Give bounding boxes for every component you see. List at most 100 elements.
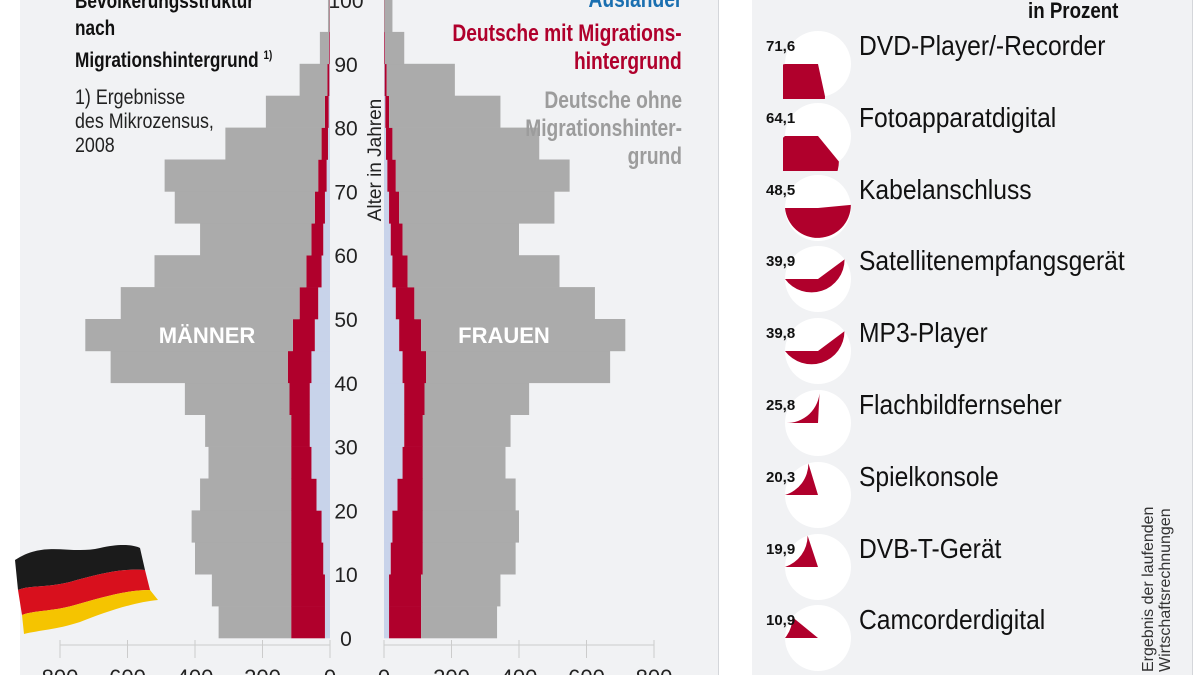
legend-line: hintergrund	[574, 48, 682, 75]
women-bar-2-age-0	[421, 606, 498, 639]
women-bar-2-age-95	[384, 0, 393, 33]
men-bar-0-age-5	[324, 574, 330, 607]
men-bar-1-age-90	[328, 31, 330, 65]
men-bar-2-age-40	[110, 350, 288, 384]
legend-mit-migrationshintergrund: Deutsche mit Migrations- hintergrund	[453, 20, 682, 76]
men-bar-0-age-80	[328, 95, 330, 128]
men-bar-1-age-70	[318, 159, 327, 192]
x-tick-label: 600	[568, 665, 605, 675]
pie-item-name: Kabelanschluss	[859, 173, 1032, 205]
source-note: Ergebnis der laufenden Wirtschaftsrechnu…	[1140, 507, 1174, 672]
age-tick-label: 40	[334, 373, 357, 396]
women-bar-1-age-60	[390, 223, 403, 256]
women-bar-0-age-70	[384, 159, 388, 192]
men-bar-0-age-30	[309, 414, 330, 447]
men-bar-1-age-85	[327, 63, 330, 96]
women-bar-1-age-75	[386, 127, 393, 160]
germany-flag-icon	[15, 544, 158, 634]
pie-item-name: DVB-T-Gerät	[859, 532, 1002, 564]
age-tick-label: 10	[334, 564, 357, 587]
pie-item-name: Flachbildfernseher	[859, 389, 1062, 420]
footnote-line: des Mikrozensus,	[75, 110, 214, 133]
pie-slice	[785, 617, 818, 639]
men-bar-0-age-65	[324, 191, 330, 224]
pie-value-label: 39,8	[766, 325, 796, 343]
men-bar-0-age-10	[323, 542, 330, 575]
men-bar-1-age-40	[287, 350, 312, 384]
pie-value-label: 64,1	[766, 109, 796, 127]
pie-item-name: Spielkonsole	[859, 460, 999, 492]
women-bar-0-age-5	[384, 574, 390, 607]
women-bar-2-age-60	[402, 223, 519, 256]
women-bar-0-age-20	[384, 478, 398, 511]
women-bar-1-age-90	[384, 31, 386, 65]
women-bar-0-age-30	[384, 414, 405, 447]
women-bar-1-age-25	[402, 446, 423, 479]
men-bar-1-age-35	[289, 382, 310, 415]
women-bar-1-age-80	[385, 95, 390, 128]
pie-slice	[785, 259, 845, 293]
unit-label: in Prozent	[1028, 0, 1119, 23]
pie-value-label: 48,5	[766, 181, 796, 199]
men-bar-2-age-60	[200, 223, 312, 256]
men-bar-2-age-70	[164, 159, 319, 192]
title-line: nach	[75, 17, 116, 40]
women-bar-2-age-15	[422, 510, 519, 543]
pie-slice	[785, 535, 818, 567]
legend-line: Migrationshinter-	[525, 115, 682, 142]
pie-chart	[785, 246, 851, 313]
footnote-line: 1) Ergebnisse	[75, 86, 186, 109]
source-line: Ergebnis der laufenden	[1140, 506, 1157, 672]
pie-chart	[785, 533, 851, 600]
men-bar-2-age-15	[191, 510, 292, 543]
men-bar-0-age-50	[318, 287, 330, 320]
men-bar-1-age-30	[291, 414, 310, 447]
women-bar-2-age-90	[385, 31, 405, 65]
men-bar-1-age-5	[291, 574, 325, 607]
women-bar-2-age-70	[395, 159, 570, 192]
women-bar-2-age-5	[421, 574, 501, 607]
population-pyramid-chart: 0 10 20 30 40 50 60 70 80 90 100 800 600 400 200 0 0 200 4…	[15, 0, 673, 675]
men-bar-2-age-45	[85, 319, 293, 352]
legend-auslaender: Ausländer	[588, 0, 682, 14]
men-bar-0-age-20	[316, 478, 330, 511]
women-bar-0-age-85	[384, 63, 385, 96]
women-bar-1-age-85	[384, 63, 387, 96]
women-bar-1-age-0	[389, 606, 422, 639]
women-bar-0-age-50	[384, 287, 396, 320]
men-bar-1-age-25	[291, 446, 312, 479]
x-tick-label: 200	[433, 665, 470, 675]
age-tick-label: 70	[334, 181, 357, 204]
women-label: FRAUEN	[458, 323, 550, 348]
x-tick-label: 800	[636, 665, 673, 675]
men-bar-2-age-10	[195, 542, 292, 575]
men-bar-0-age-15	[321, 510, 330, 543]
men-bar-2-age-90	[319, 31, 329, 65]
men-bar-0-age-85	[329, 63, 330, 96]
men-bar-1-age-65	[314, 191, 325, 224]
women-bar-2-age-30	[422, 414, 511, 447]
pie-chart	[783, 102, 851, 171]
pie-chart	[785, 461, 851, 528]
women-bar-1-age-15	[392, 510, 423, 543]
women-bar-1-age-35	[404, 382, 425, 415]
x-tick-label: 400	[177, 665, 214, 675]
men-bar-0-age-35	[309, 382, 330, 415]
men-bar-2-age-35	[184, 382, 290, 415]
men-bar-2-age-25	[208, 446, 292, 479]
men-bar-2-age-95	[327, 0, 330, 33]
age-tick-label: 30	[334, 437, 357, 460]
age-tick-label: 50	[334, 309, 357, 332]
men-bar-2-age-80	[265, 95, 325, 128]
men-bar-0-age-70	[326, 159, 330, 192]
men-bar-0-age-45	[314, 319, 330, 352]
men-bar-1-age-45	[292, 319, 315, 352]
women-bar-2-age-10	[422, 542, 516, 575]
men-bar-0-age-40	[311, 350, 330, 384]
title-line: Bevölkerungsstruktur	[75, 0, 254, 13]
women-bar-0-age-75	[384, 127, 387, 160]
x-tick-label: 600	[109, 665, 146, 675]
x-tick-label: 0	[378, 665, 390, 675]
men-bar-1-age-20	[291, 478, 317, 511]
women-bar-2-age-20	[422, 478, 516, 511]
